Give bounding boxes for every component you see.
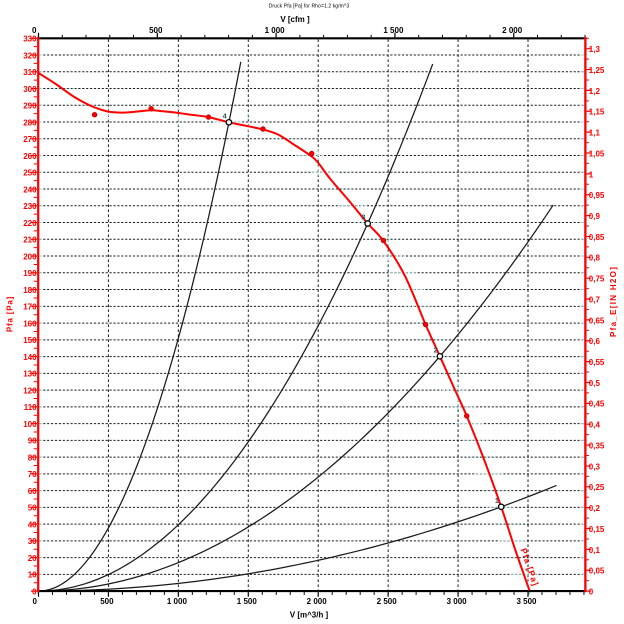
svg-text:280: 280 [23,118,37,127]
svg-text:330: 330 [23,35,37,44]
svg-text:0,15: 0,15 [589,525,605,534]
svg-text:1,1: 1,1 [589,129,601,138]
svg-text:270: 270 [23,135,37,144]
svg-text:310: 310 [23,68,37,77]
svg-text:1: 1 [589,170,594,179]
svg-text:110: 110 [24,403,37,412]
svg-text:3 500: 3 500 [516,597,537,606]
svg-text:Pfa [Pa]: Pfa [Pa] [5,296,14,332]
svg-text:0,25: 0,25 [589,483,605,492]
svg-text:Druck Pfa [Pa] for Rho=1.2 kg/: Druck Pfa [Pa] for Rho=1.2 kg/m^3 [269,3,350,9]
svg-text:0,2: 0,2 [589,504,601,513]
svg-text:0: 0 [589,588,594,597]
svg-text:120: 120 [23,387,37,396]
svg-text:0,6: 0,6 [589,337,601,346]
svg-text:30: 30 [28,537,37,546]
svg-text:0,75: 0,75 [589,275,605,284]
svg-text:20: 20 [28,554,37,563]
svg-text:0,8: 0,8 [589,254,601,263]
svg-text:290: 290 [23,102,37,111]
svg-text:0,5: 0,5 [589,379,601,388]
svg-text:180: 180 [23,286,37,295]
svg-text:50: 50 [28,504,37,513]
svg-text:130: 130 [23,370,37,379]
svg-text:0,45: 0,45 [589,400,605,409]
svg-text:2 000: 2 000 [307,597,328,606]
svg-text:1 000: 1 000 [167,597,188,606]
svg-text:0,05: 0,05 [589,567,605,576]
svg-text:1 000: 1 000 [265,26,286,35]
svg-text:1,05: 1,05 [589,149,605,158]
svg-text:1,2: 1,2 [589,87,601,96]
svg-text:2 000: 2 000 [502,26,523,35]
svg-text:3: 3 [361,213,365,222]
svg-text:160: 160 [23,320,37,329]
svg-text:V [m^3/h ]: V [m^3/h ] [290,610,329,619]
svg-text:0,85: 0,85 [589,233,605,242]
svg-text:1,25: 1,25 [589,66,605,75]
svg-text:0,65: 0,65 [589,316,605,325]
svg-text:90: 90 [28,437,37,446]
svg-text:500: 500 [100,597,114,606]
svg-text:V [cfm ]: V [cfm ] [280,15,310,24]
svg-text:0,7: 0,7 [589,295,601,304]
svg-text:0,55: 0,55 [589,358,605,367]
svg-text:40: 40 [28,521,37,530]
svg-text:320: 320 [23,51,37,60]
svg-text:2: 2 [434,346,438,355]
svg-text:1: 1 [495,496,499,505]
svg-text:0,3: 0,3 [589,462,601,471]
svg-text:0: 0 [32,597,37,606]
svg-text:250: 250 [23,169,37,178]
svg-text:2 500: 2 500 [377,597,398,606]
svg-text:190: 190 [23,269,37,278]
svg-text:1,3: 1,3 [589,45,601,54]
svg-text:0,95: 0,95 [589,191,605,200]
svg-text:3 000: 3 000 [447,597,468,606]
svg-text:240: 240 [23,186,37,195]
svg-text:150: 150 [23,336,37,345]
svg-text:1 500: 1 500 [237,597,258,606]
svg-text:300: 300 [23,85,37,94]
svg-text:0: 0 [32,26,37,35]
svg-text:220: 220 [23,219,37,228]
svg-text:500: 500 [149,26,163,35]
svg-text:0,1: 0,1 [589,546,601,555]
svg-text:170: 170 [23,303,37,312]
svg-text:10: 10 [28,571,37,580]
svg-text:1 500: 1 500 [383,26,404,35]
svg-text:0,35: 0,35 [589,442,605,451]
svg-text:1,15: 1,15 [589,108,605,117]
svg-text:0,4: 0,4 [589,421,601,430]
svg-text:0: 0 [32,588,37,597]
svg-text:80: 80 [28,454,37,463]
svg-text:0,9: 0,9 [589,212,601,221]
svg-text:70: 70 [28,470,37,479]
svg-text:230: 230 [23,202,37,211]
svg-text:100: 100 [23,420,37,429]
svg-text:Pfa_E[IN H2O]: Pfa_E[IN H2O] [609,266,618,337]
svg-text:260: 260 [23,152,37,161]
svg-text:200: 200 [23,253,37,262]
svg-text:210: 210 [23,236,37,245]
svg-text:4: 4 [223,112,228,121]
svg-text:60: 60 [28,487,37,496]
svg-text:140: 140 [23,353,37,362]
